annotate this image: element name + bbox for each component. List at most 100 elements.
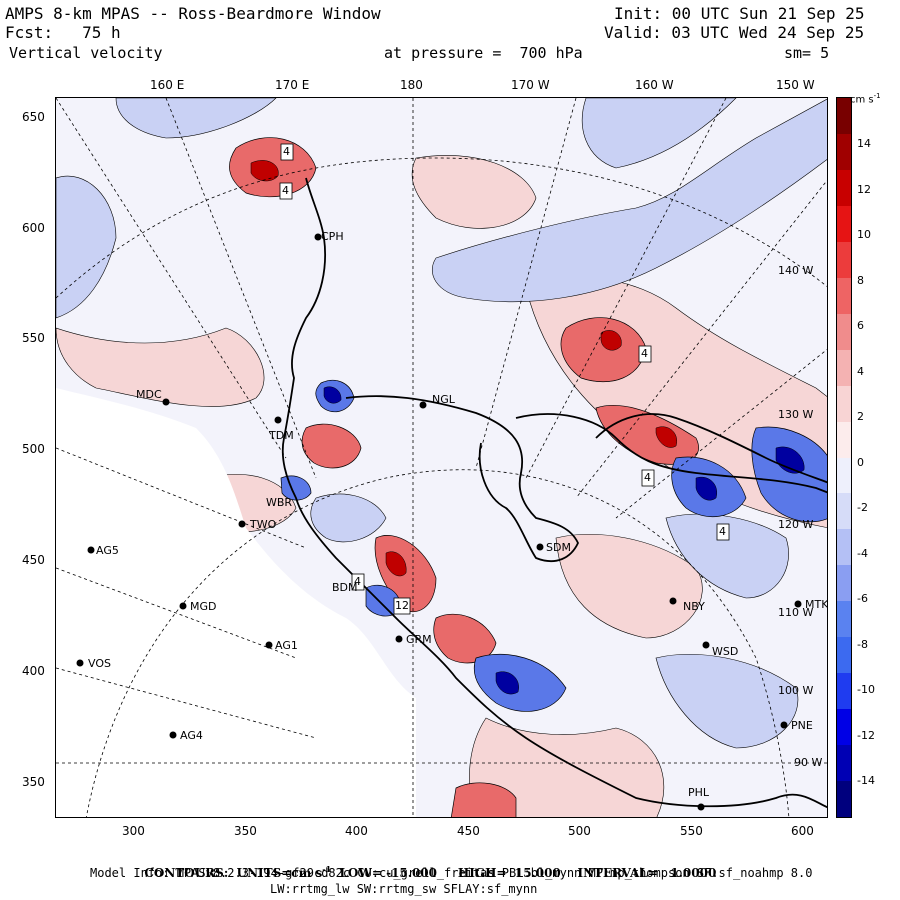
intense-downward-cores	[323, 386, 805, 695]
colorbar-segment	[837, 457, 851, 495]
weak-up-area	[555, 533, 703, 639]
x-tick: 350	[234, 824, 257, 838]
colorbar-segment	[837, 98, 851, 135]
colorbar-tick-label: -8	[857, 637, 868, 651]
model-info: Model Info: MPASv8.2.3-194-gf29cd82c CU:…	[90, 866, 813, 880]
x-tick: 600	[791, 824, 814, 838]
weak-down-area	[665, 513, 789, 599]
contour-label-box	[641, 469, 655, 487]
meridian	[56, 567, 297, 659]
colorbar-tick-label: -2	[857, 501, 868, 514]
station-dot	[179, 602, 187, 610]
intense-up-core	[385, 551, 407, 577]
station-dot	[669, 597, 677, 605]
colorbar-tick-label: -10	[857, 683, 875, 696]
contour-label: 4	[283, 145, 290, 158]
station-dot	[697, 803, 705, 811]
intense-down-core	[775, 446, 805, 474]
weak-up-area	[411, 155, 537, 229]
colorbar-segment	[837, 313, 851, 351]
ice-shelf-area	[56, 388, 416, 817]
colorbar-segment	[837, 133, 851, 171]
weak-down-area	[655, 653, 799, 749]
strong-up-area	[560, 317, 647, 382]
contours-info-text: CONTOURS: UNITS=cm s	[144, 866, 323, 880]
station-label: AG5	[96, 544, 119, 557]
colorbar-tick-label: -4	[857, 546, 868, 560]
intense-down-core	[323, 386, 342, 404]
contours-info: CONTOURS: UNITS=cm s-1 LOW= -15.000 HIGH…	[136, 850, 716, 880]
colorbar-tick-label: 0	[857, 455, 864, 469]
weak-down-area	[582, 98, 737, 169]
station-label: TWO	[250, 518, 277, 531]
y-tick: 350	[22, 775, 45, 789]
pressure-level: at pressure = 700 hPa	[384, 44, 583, 62]
y-tick: 550	[22, 331, 45, 345]
station-label: PHL	[688, 786, 710, 799]
meridian	[165, 98, 317, 479]
weak-down-area	[431, 98, 827, 303]
station-dot	[794, 600, 802, 608]
lon-tick: 150 W	[776, 78, 815, 92]
station-label: SDM	[546, 541, 571, 554]
x-tick: 400	[345, 824, 368, 838]
intense-down-core	[695, 476, 718, 501]
intense-up-core	[250, 160, 279, 182]
inner-lon-label: 140 W	[778, 264, 814, 277]
station-dot	[780, 721, 788, 729]
colorbar-segment	[837, 277, 851, 315]
model-info-line2: LW:rrtmg_lw SW:rrtmg_sw SFLAY:sf_mynn	[270, 882, 538, 896]
meridian	[56, 667, 317, 739]
field-name: Vertical velocity	[9, 44, 163, 62]
coastline-path	[595, 413, 827, 484]
station-label: MGD	[190, 600, 217, 613]
intense-up-core	[655, 426, 678, 448]
latitude-circle	[56, 157, 827, 299]
station-dot	[162, 398, 170, 406]
x-tick: 450	[457, 824, 480, 838]
contour-label: 4	[354, 575, 361, 588]
meridian	[56, 447, 307, 549]
coastline-path	[345, 395, 579, 563]
colorbar-tick-label: -14	[857, 774, 875, 787]
station-label: TDM	[269, 429, 294, 442]
contour-label: 4	[644, 471, 651, 484]
station-dot	[169, 731, 177, 739]
x-tick: 300	[122, 824, 145, 838]
intense-up-core	[600, 330, 622, 351]
colorbar-segment	[837, 205, 851, 243]
strong-down-area	[751, 426, 827, 523]
station-dot	[536, 543, 544, 551]
colorbar-segment	[837, 781, 851, 817]
colorbar	[836, 97, 852, 818]
lon-tick: 180	[400, 78, 423, 92]
lon-tick: 170 E	[275, 78, 310, 92]
graticule	[56, 98, 827, 817]
station-dot	[274, 416, 282, 424]
strong-up-area	[450, 782, 517, 817]
intense-down-core	[495, 671, 519, 695]
station-label: AG4	[180, 729, 203, 742]
station-label: GRM	[406, 633, 432, 646]
station-label: BDM	[332, 581, 358, 594]
lon-tick: 170 W	[511, 78, 550, 92]
contour-label-box	[393, 597, 411, 615]
map-svg	[56, 98, 827, 817]
smoothing-label: sm= 5	[784, 44, 830, 62]
colorbar-segment	[837, 241, 851, 279]
station-label: MTK	[805, 598, 828, 611]
title-text: AMPS 8-km MPAS -- Ross-Beardmore Window	[5, 4, 381, 23]
contour-label: 12	[395, 599, 409, 612]
colorbar-tick-label: -12	[857, 728, 875, 742]
colorbar-units-text: cm s	[850, 94, 874, 106]
meridian	[475, 98, 577, 469]
colorbar-segment	[837, 709, 851, 746]
x-tick: 550	[680, 824, 703, 838]
map-panel[interactable]: 4 4 4 4 4 4 12 CPH MDC NGL TDM WBR TWO A…	[55, 97, 828, 818]
weak-up-area	[469, 717, 665, 817]
lon-tick: 160 W	[635, 78, 674, 92]
contours-info-exp: -1	[322, 864, 332, 874]
colorbar-segment	[837, 637, 851, 674]
station-label: NBY	[683, 600, 705, 613]
weak-up-area	[56, 327, 265, 407]
